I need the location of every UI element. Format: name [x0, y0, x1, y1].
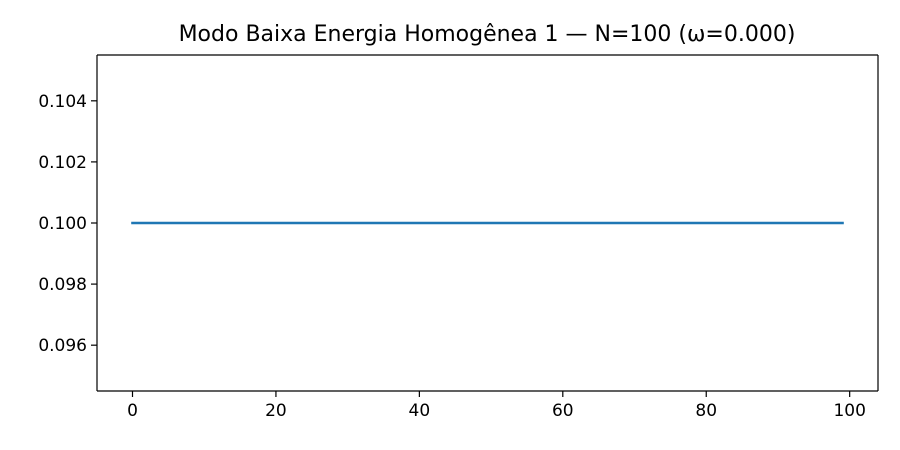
x-axis-ticks: 0 20 40 60 80 100	[127, 391, 866, 421]
y-tick-label: 0.098	[38, 275, 87, 295]
x-tick-label: 0	[127, 401, 138, 421]
x-tick-label: 80	[695, 401, 717, 421]
x-tick-label: 40	[409, 401, 431, 421]
y-tick-label: 0.104	[38, 92, 87, 112]
x-tick-label: 100	[833, 401, 865, 421]
y-tick-label: 0.096	[38, 336, 87, 356]
y-axis-ticks: 0.096 0.098 0.100 0.102 0.104	[38, 92, 97, 356]
x-tick-label: 60	[552, 401, 574, 421]
y-tick-label: 0.100	[38, 214, 87, 234]
y-tick-label: 0.102	[38, 153, 87, 173]
chart-title: Modo Baixa Energia Homogênea 1 — N=100 (…	[179, 22, 796, 47]
x-tick-label: 20	[265, 401, 287, 421]
